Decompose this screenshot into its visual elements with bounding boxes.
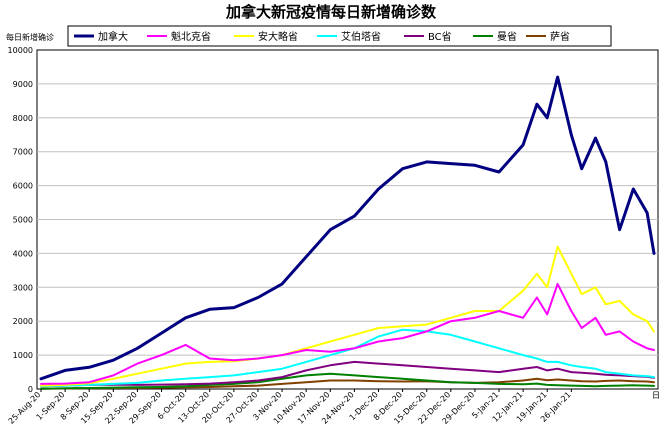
legend-label-6: 萨省 xyxy=(550,30,570,43)
legend-label-2: 安大略省 xyxy=(258,30,298,43)
legend-label-3: 艾伯塔省 xyxy=(341,30,381,43)
series-line-1 xyxy=(40,282,655,385)
y-tick-label: 5000 xyxy=(13,216,33,225)
legend-label-5: 曼省 xyxy=(497,30,517,43)
y-tick-label: 4000 xyxy=(13,249,33,258)
x-trailing-label: 日 xyxy=(652,391,660,400)
legend-label-0: 加拿大 xyxy=(98,30,128,43)
y-tick-label: 8000 xyxy=(13,114,33,123)
y-tick-label: 2000 xyxy=(13,317,33,326)
x-tick-layer: 25-Aug-201-Sep-208-Sep-2015-Sep-2022-Sep… xyxy=(7,389,573,426)
series-line-3 xyxy=(40,328,655,388)
x-tick-label: 25-Aug-20 xyxy=(7,390,43,426)
y-tick-label: 10000 xyxy=(8,46,33,55)
legend: 加拿大 魁北克省 安大略省 艾伯塔省 BC省 曼省 萨省 xyxy=(67,25,612,47)
series-line-4 xyxy=(40,360,655,388)
legend-label-4: BC省 xyxy=(428,30,452,43)
y-tick-label: 0 xyxy=(28,385,33,394)
y-tick-label: 6000 xyxy=(13,182,33,191)
series-line-2 xyxy=(40,245,655,387)
y-tick-layer: 0 1000 2000 3000 4000 5000 6000 7000 8000 9000 100… xyxy=(8,46,33,394)
y-tick-label: 9000 xyxy=(13,80,33,89)
y-tick-label: 1000 xyxy=(13,351,33,360)
legend-label-1: 魁北克省 xyxy=(171,30,211,43)
y-tick-label: 3000 xyxy=(13,283,33,292)
series-line-5 xyxy=(40,372,655,390)
y-axis-label: 每日新增确诊 xyxy=(6,32,54,42)
y-tick-label: 7000 xyxy=(13,148,33,157)
series-line-0 xyxy=(39,75,656,381)
series-layer xyxy=(39,75,656,390)
chart-title: 加拿大新冠疫情每日新增确诊数 xyxy=(225,3,437,21)
